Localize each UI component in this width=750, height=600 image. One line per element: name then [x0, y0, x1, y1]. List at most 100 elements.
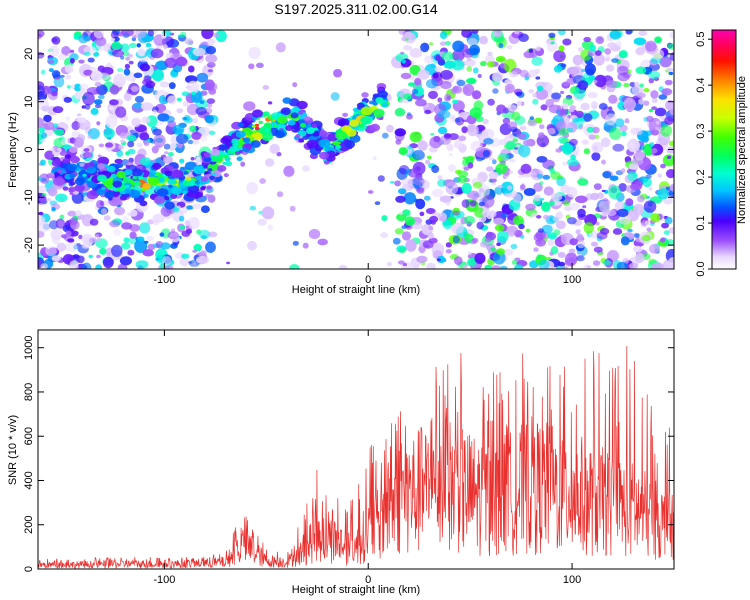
- heatmap-cell: [188, 40, 194, 45]
- heatmap-cell: [65, 74, 72, 80]
- heatmap-cell: [119, 256, 132, 266]
- heatmap-cell: [381, 215, 388, 222]
- heatmap-cell: [545, 83, 554, 90]
- heatmap-cell: [199, 250, 208, 256]
- snr-ytick-label: 200: [23, 516, 35, 534]
- heatmap-cell: [190, 91, 196, 96]
- heatmap-cell: [666, 146, 674, 154]
- heatmap-cell: [569, 238, 578, 246]
- heatmap-cell: [152, 109, 158, 115]
- heatmap-cell: [540, 104, 548, 111]
- heatmap-cell: [483, 138, 494, 145]
- heatmap-cell: [417, 69, 430, 80]
- heatmap-cell: [666, 169, 674, 179]
- heatmap-cell: [144, 240, 149, 244]
- heatmap-cell: [430, 63, 436, 68]
- heatmap-cell: [567, 158, 579, 167]
- heatmap-cell: [192, 47, 206, 57]
- heatmap-cell: [147, 176, 160, 186]
- heatmap-cell: [561, 265, 569, 269]
- heatmap-cell: [464, 59, 476, 67]
- heatmap-cell: [669, 108, 674, 116]
- heatmap-cell: [631, 158, 644, 166]
- heatmap-cell: [319, 151, 329, 160]
- heatmap-cell: [484, 264, 492, 269]
- heatmap-cell: [494, 186, 504, 195]
- heatmap-cell: [147, 30, 154, 37]
- heatmap-cell: [81, 105, 86, 109]
- heatmap-cell: [209, 130, 216, 135]
- heatmap-cell: [190, 156, 195, 161]
- heatmap-cell: [643, 100, 650, 106]
- heatmap-cell: [645, 40, 657, 52]
- heatmap-cell: [621, 131, 627, 137]
- heatmap-cell: [523, 188, 536, 196]
- heatmap-cell: [98, 143, 105, 148]
- heatmap-cell: [415, 98, 427, 107]
- heatmap-cell: [552, 216, 560, 222]
- heatmap-cell: [264, 127, 270, 132]
- heatmap-cell: [404, 216, 415, 227]
- heatmap-cell: [41, 105, 51, 112]
- heatmap-cell: [636, 92, 646, 99]
- heatmap-cell: [508, 170, 514, 174]
- heatmap-cell: [424, 109, 432, 115]
- heatmap-cell: [437, 175, 443, 181]
- heatmap-cell: [117, 263, 128, 269]
- heatmap-cell: [520, 163, 532, 174]
- heatmap-cell: [607, 209, 617, 217]
- heatmap-cell: [572, 117, 579, 123]
- heatmap-cell: [635, 127, 643, 136]
- heatmap-cell: [182, 101, 189, 107]
- heatmap-cell: [71, 121, 81, 131]
- heatmap-cell: [454, 118, 461, 123]
- heatmap-cell: [398, 147, 408, 156]
- heatmap-cell: [454, 256, 463, 265]
- heatmap-cell: [360, 106, 373, 116]
- heatmap-cell: [651, 262, 664, 269]
- heatmap-cell: [40, 159, 46, 166]
- heatmap-cell: [654, 126, 659, 130]
- heatmap-cell: [593, 246, 603, 253]
- heatmap-cell: [446, 95, 451, 100]
- heatmap-cell: [437, 97, 443, 103]
- heatmap-cell: [86, 166, 97, 174]
- heatmap-cell: [386, 261, 392, 267]
- heatmap-cell: [38, 30, 45, 38]
- heatmap-cell: [577, 208, 586, 218]
- snr-ytick-label: 1000: [23, 335, 35, 359]
- snr-xtick-label: 100: [563, 574, 581, 586]
- heatmap-cell: [576, 255, 585, 262]
- heatmap-cell: [586, 265, 592, 269]
- heatmap-cell: [426, 155, 432, 160]
- heatmap-cell: [401, 225, 407, 230]
- heatmap-cell: [548, 104, 562, 114]
- heatmap-cell: [473, 67, 479, 74]
- heatmap-cell: [437, 255, 446, 264]
- heatmap-cell: [407, 112, 411, 116]
- heatmap-cell: [535, 45, 541, 52]
- heatmap-cell: [501, 212, 508, 218]
- heatmap-cell: [633, 233, 640, 238]
- heatmap-cell: [507, 121, 518, 130]
- heatmap-cell: [512, 215, 524, 226]
- heatmap-cell: [81, 262, 92, 269]
- heatmap-cell: [439, 41, 447, 46]
- heatmap-cell: [558, 45, 565, 52]
- heatmap-cell: [105, 142, 114, 148]
- heatmap-cell: [38, 215, 46, 226]
- heatmap-cell: [114, 158, 123, 164]
- heatmap-cell: [596, 231, 608, 240]
- heatmap-cell: [593, 53, 605, 66]
- heatmap-cell: [64, 154, 72, 160]
- heatmap-cell: [412, 150, 425, 161]
- heatmap-cell: [78, 34, 89, 44]
- colorbar-tick-label: 0.0: [695, 261, 707, 276]
- heatmap-cell: [152, 213, 165, 223]
- heatmap-cell: [93, 51, 99, 57]
- heatmap-cell: [96, 237, 101, 242]
- heatmap-cell: [481, 194, 495, 208]
- heatmap-cell: [121, 216, 129, 224]
- heatmap-cell: [392, 237, 401, 245]
- heatmap-cell: [300, 123, 307, 128]
